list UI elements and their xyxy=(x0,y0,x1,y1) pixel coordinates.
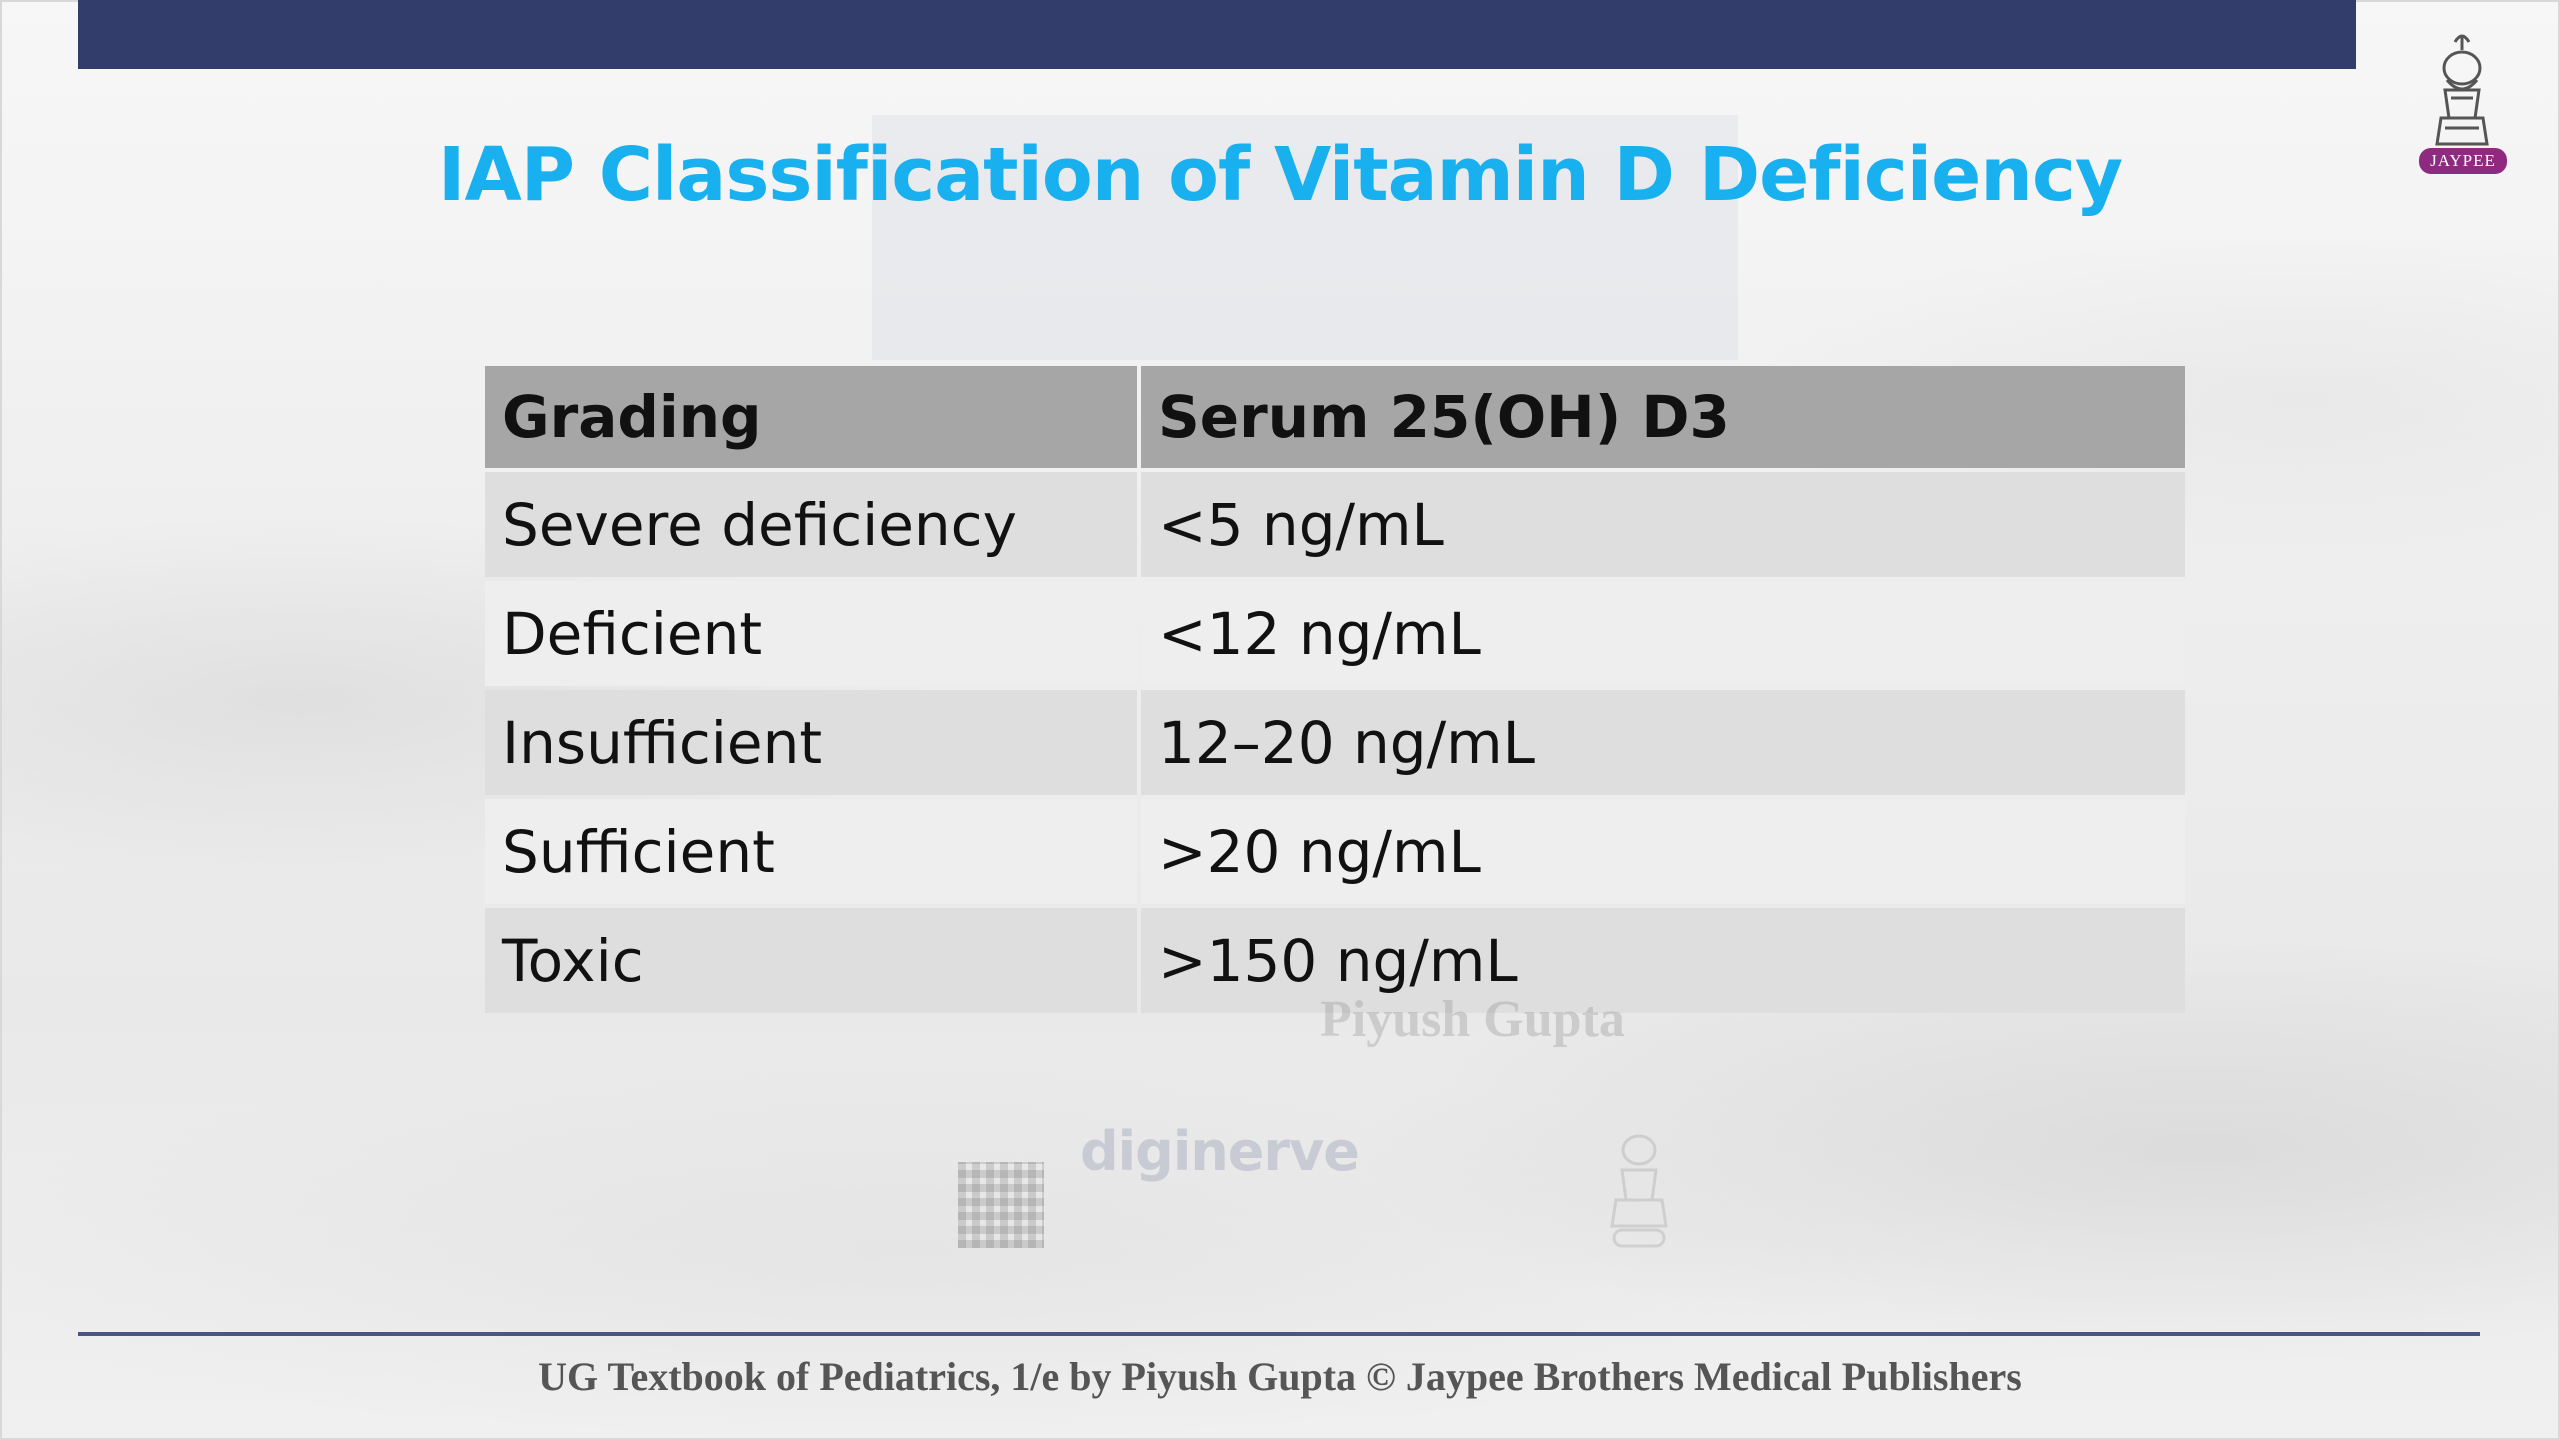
table-row: Severe deficiency <5 ng/mL xyxy=(485,472,2185,577)
slide-title: IAP Classification of Vitamin D Deficien… xyxy=(437,132,2123,218)
jaypee-logo-label: JAYPEE xyxy=(2419,148,2507,174)
grading-cell: Insufficient xyxy=(485,690,1137,795)
grading-cell: Sufficient xyxy=(485,799,1137,904)
watermark-brand-text: diginerve xyxy=(1080,1120,1360,1183)
table-row: Insufficient 12–20 ng/mL xyxy=(485,690,2185,795)
watermark-author-text: Piyush Gupta xyxy=(1320,991,1625,1048)
header-grading: Grading xyxy=(485,366,1137,468)
jaypee-seal-icon xyxy=(1610,1134,1668,1248)
grading-cell: Severe deficiency xyxy=(485,472,1137,577)
serum-level-cell: 12–20 ng/mL xyxy=(1141,690,2185,795)
vitamin-d-classification-table: Grading Serum 25(OH) D3 Severe deficienc… xyxy=(481,362,2189,1017)
serum-level-cell: >150 ng/mL xyxy=(1141,908,2185,1013)
footer-citation: UG Textbook of Pediatrics, 1/e by Piyush… xyxy=(538,1354,2022,1399)
header-serum-level: Serum 25(OH) D3 xyxy=(1141,366,2185,468)
serum-level-cell: <12 ng/mL xyxy=(1141,581,2185,686)
jaypee-logo-icon xyxy=(2435,34,2489,146)
serum-level-cell: <5 ng/mL xyxy=(1141,472,2185,577)
table-row: Deficient <12 ng/mL xyxy=(485,581,2185,686)
serum-level-cell: >20 ng/mL xyxy=(1141,799,2185,904)
grading-cell: Deficient xyxy=(485,581,1137,686)
footer-divider xyxy=(78,1332,2480,1336)
top-header-bar xyxy=(78,0,2356,69)
table-row: Sufficient >20 ng/mL xyxy=(485,799,2185,904)
qr-code-icon xyxy=(958,1162,1044,1248)
grading-cell: Toxic xyxy=(485,908,1137,1013)
table-header-row: Grading Serum 25(OH) D3 xyxy=(485,366,2185,468)
watermark-panel xyxy=(872,115,1738,360)
table-row: Toxic >150 ng/mL xyxy=(485,908,2185,1013)
